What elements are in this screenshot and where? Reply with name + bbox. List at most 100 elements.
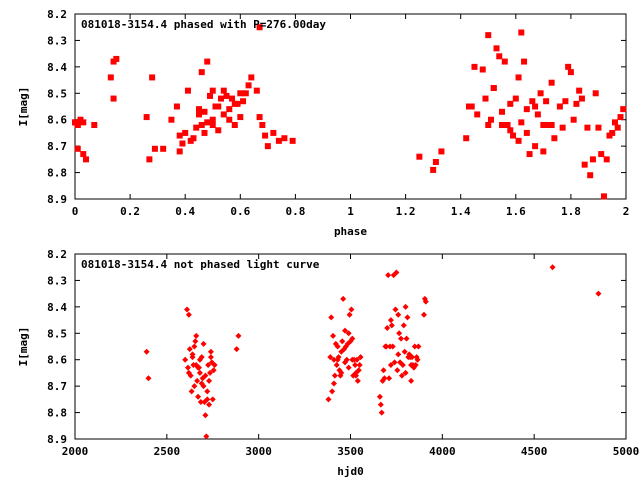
unphased-point bbox=[207, 354, 214, 361]
phased-point bbox=[432, 159, 439, 165]
unphased-y-tick-label: 8.5 bbox=[47, 327, 67, 340]
phased-point bbox=[529, 98, 536, 105]
unphased-point bbox=[357, 354, 364, 361]
phased-point bbox=[237, 114, 244, 121]
phased-point bbox=[201, 108, 208, 115]
unphased-point bbox=[205, 362, 212, 368]
unphased-point bbox=[401, 348, 408, 355]
unphased-point bbox=[186, 346, 193, 353]
unphased-point bbox=[378, 409, 385, 416]
unphased-point bbox=[383, 343, 390, 350]
phased-point bbox=[245, 82, 252, 89]
phased-point bbox=[195, 111, 202, 118]
phased-point bbox=[74, 122, 81, 128]
phased-point bbox=[226, 106, 233, 113]
phased-point bbox=[160, 145, 167, 152]
unphased-y-tick-label: 8.4 bbox=[47, 301, 67, 314]
phased-point bbox=[270, 129, 277, 136]
phased-point bbox=[215, 127, 222, 134]
phased-point bbox=[259, 122, 266, 128]
phased-point bbox=[146, 156, 153, 163]
phased-point bbox=[149, 74, 156, 81]
phased-point bbox=[226, 116, 233, 123]
phased-point bbox=[617, 114, 624, 121]
unphased-point bbox=[196, 356, 203, 363]
unphased-point bbox=[377, 401, 384, 408]
phased-point bbox=[598, 151, 605, 158]
phased-x-tick-label: 1.4 bbox=[451, 205, 471, 218]
unphased-plot-frame bbox=[74, 253, 627, 440]
phased-y-tick-label: 8.9 bbox=[47, 193, 67, 206]
phased-point bbox=[485, 32, 492, 39]
phased-point bbox=[573, 100, 580, 107]
phased-point bbox=[206, 92, 213, 99]
unphased-point bbox=[387, 317, 394, 324]
phased-point bbox=[231, 122, 238, 128]
phased-point bbox=[559, 124, 566, 131]
phased-point bbox=[151, 145, 158, 152]
phased-point bbox=[540, 148, 547, 155]
unphased-point bbox=[209, 396, 216, 403]
unphased-point bbox=[346, 311, 353, 318]
phased-plot-x-axis-label: phase bbox=[334, 225, 367, 238]
unphased-point bbox=[330, 356, 337, 363]
phased-point bbox=[515, 137, 522, 144]
phased-point bbox=[264, 143, 271, 150]
unphased-point bbox=[341, 359, 348, 366]
phased-y-tick-label: 8.7 bbox=[47, 140, 67, 153]
phased-point bbox=[620, 106, 627, 113]
phased-point bbox=[540, 122, 547, 128]
phased-point bbox=[201, 129, 208, 136]
unphased-point bbox=[395, 351, 402, 358]
unphased-point bbox=[143, 348, 150, 355]
phased-point bbox=[578, 95, 585, 102]
unphased-point bbox=[420, 311, 427, 318]
phased-point bbox=[209, 116, 216, 123]
unphased-point bbox=[204, 388, 211, 395]
phased-point bbox=[507, 100, 514, 107]
phased-point bbox=[223, 92, 230, 99]
unphased-point bbox=[192, 338, 199, 345]
unphased-point bbox=[411, 343, 418, 350]
unphased-point bbox=[396, 330, 403, 337]
unphased-point bbox=[338, 369, 345, 376]
phased-point bbox=[184, 87, 191, 94]
phased-point bbox=[567, 69, 574, 76]
unphased-plot-points bbox=[143, 264, 602, 440]
unphased-plot-ticks: 2000 2500 3000 3500 4000 4500 5000 8.2 8.3 8.4 8.5… bbox=[47, 248, 639, 458]
phased-x-tick-label: 0.2 bbox=[120, 205, 140, 218]
phased-point bbox=[176, 132, 183, 139]
phased-point bbox=[242, 90, 249, 97]
phased-point bbox=[501, 58, 508, 65]
phased-point bbox=[229, 95, 236, 102]
phased-y-tick-label: 8.5 bbox=[47, 87, 67, 100]
unphased-point bbox=[185, 369, 192, 376]
phased-x-tick-label: 1.6 bbox=[506, 205, 526, 218]
unphased-point bbox=[340, 295, 347, 302]
unphased-point bbox=[325, 396, 332, 403]
unphased-point bbox=[185, 311, 192, 318]
phased-x-tick-label: 2 bbox=[623, 205, 630, 218]
phased-point bbox=[570, 116, 577, 123]
phased-point bbox=[220, 87, 227, 94]
phased-point bbox=[482, 95, 489, 102]
phased-point bbox=[534, 111, 541, 118]
phased-point bbox=[548, 122, 555, 128]
phased-y-tick-label: 8.8 bbox=[47, 167, 67, 180]
unphased-point bbox=[549, 264, 556, 271]
phased-point bbox=[543, 98, 550, 105]
unphased-point bbox=[356, 362, 363, 368]
unphased-point bbox=[389, 343, 396, 350]
unphased-point bbox=[398, 372, 405, 379]
phased-point bbox=[468, 103, 475, 110]
phased-point bbox=[143, 114, 150, 121]
unphased-point bbox=[387, 362, 394, 368]
phased-point bbox=[479, 66, 486, 73]
phased-x-tick-label: 0.8 bbox=[285, 205, 305, 218]
unphased-x-tick-label: 4500 bbox=[521, 445, 548, 458]
unphased-plot-x-axis-label: hjd0 bbox=[337, 465, 364, 478]
phased-y-tick-label: 8.3 bbox=[47, 34, 67, 47]
phased-x-tick-label: 1.2 bbox=[396, 205, 416, 218]
phased-point bbox=[182, 129, 189, 136]
phased-point bbox=[581, 161, 588, 168]
